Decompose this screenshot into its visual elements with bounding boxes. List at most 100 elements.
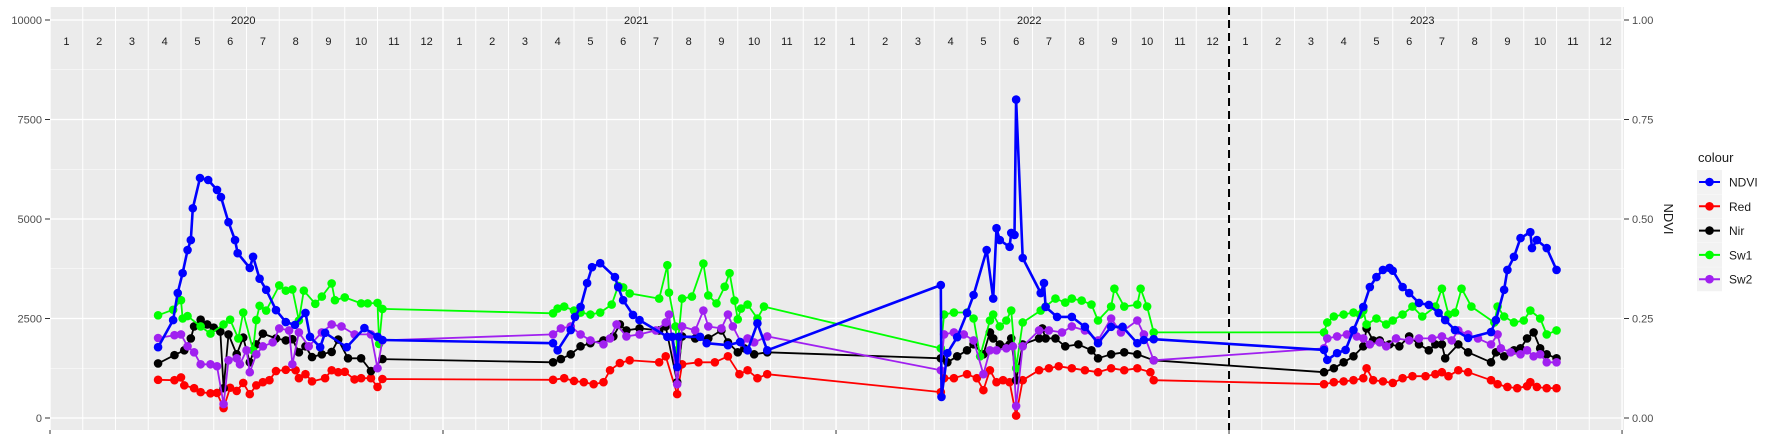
data-point-sw2	[245, 367, 255, 377]
data-point-sw2	[703, 322, 713, 331]
data-point-ndvi	[628, 310, 638, 320]
year-label: 2022	[1017, 15, 1041, 27]
data-point-sw1	[559, 302, 569, 311]
data-point-ndvi	[1463, 333, 1473, 343]
month-label: 10	[1141, 36, 1153, 48]
data-point-red	[1453, 365, 1463, 375]
data-point-red	[307, 377, 317, 386]
data-point-sw2	[690, 326, 700, 335]
data-point-red	[206, 389, 215, 398]
data-point-sw2	[1522, 346, 1532, 355]
data-point-ndvi	[1080, 322, 1090, 332]
data-point-sw2	[268, 338, 278, 347]
data-point-sw2	[1011, 401, 1021, 411]
data-point-sw2	[635, 330, 644, 339]
data-point-sw1	[1467, 302, 1476, 311]
data-point-ndvi	[1509, 252, 1519, 262]
data-point-sw2	[586, 336, 595, 345]
data-point-sw2	[1342, 330, 1352, 339]
data-point-nir	[216, 327, 225, 336]
data-point-sw1	[607, 300, 616, 309]
data-point-nir	[1041, 334, 1050, 343]
data-point-sw1	[654, 294, 664, 303]
data-point-red	[170, 375, 179, 385]
axes: 0 2500 5000 7500 10000 0.00 0.25 0.50 0.75 1.00	[11, 15, 1653, 434]
right-axis-title: NDVI	[1661, 203, 1676, 234]
month-label: 7	[653, 36, 659, 48]
data-point-sw1	[664, 288, 674, 297]
data-point-sw1	[712, 299, 721, 308]
data-point-sw2	[985, 346, 995, 355]
data-point-red	[212, 388, 222, 398]
data-point-ndvi	[735, 337, 745, 347]
data-point-ndvi	[1036, 288, 1046, 298]
data-point-nir	[962, 346, 972, 355]
data-point-ndvi	[1365, 282, 1375, 292]
data-point-sw1	[703, 291, 713, 300]
data-point-red	[661, 352, 671, 361]
data-point-sw1	[1106, 302, 1116, 311]
data-point-ndvi	[1010, 230, 1019, 240]
data-point-red	[1388, 378, 1398, 388]
data-point-ndvi	[255, 274, 264, 284]
data-point-red	[569, 376, 579, 386]
data-point-ndvi	[1322, 355, 1332, 365]
data-point-sw1	[1087, 300, 1096, 309]
legend-point-icon	[1705, 250, 1714, 260]
data-point-sw1	[1437, 284, 1447, 293]
data-point-ndvi	[212, 185, 222, 195]
data-point-sw1	[1552, 326, 1561, 335]
data-point-ndvi	[952, 332, 962, 342]
month-label: 9	[1504, 36, 1510, 48]
data-point-sw1	[238, 308, 248, 317]
data-point-ndvi	[1440, 315, 1450, 325]
month-label: 8	[1472, 36, 1478, 48]
data-point-nir	[566, 350, 576, 359]
data-point-nir	[1516, 344, 1525, 353]
data-point-nir	[1106, 350, 1116, 359]
data-point-ndvi	[1341, 345, 1350, 355]
data-point-red	[238, 378, 248, 388]
month-label: 2	[882, 36, 888, 48]
data-point-red	[972, 373, 982, 383]
data-point-red	[1542, 383, 1552, 393]
data-point-nir	[1542, 350, 1552, 359]
data-point-red	[378, 374, 387, 384]
data-point-sw2	[762, 332, 772, 341]
data-point-ndvi	[216, 192, 226, 202]
data-point-red	[1526, 377, 1535, 387]
data-point-nir	[281, 336, 291, 345]
legend-point-icon	[1705, 177, 1714, 187]
data-point-red	[1067, 363, 1077, 373]
data-point-ndvi	[1404, 288, 1414, 298]
data-point-nir	[988, 334, 998, 343]
month-label: 11	[1567, 36, 1578, 48]
data-point-nir	[224, 330, 233, 339]
data-point-red	[979, 385, 988, 395]
month-label: 12	[1600, 36, 1612, 48]
data-point-ndvi	[1133, 338, 1142, 348]
month-label: 8	[686, 36, 692, 48]
data-point-ndvi	[635, 315, 644, 325]
data-point-red	[1378, 377, 1388, 386]
y-tick-label: 5000	[18, 214, 42, 226]
data-point-red	[1349, 375, 1358, 385]
data-point-red	[1034, 365, 1044, 375]
data-point-ndvi	[1372, 272, 1381, 282]
data-point-sw2	[1106, 314, 1116, 323]
data-point-red	[252, 381, 261, 390]
data-point-red	[1339, 377, 1348, 386]
data-point-red	[589, 379, 598, 389]
data-point-sw1	[1018, 318, 1027, 327]
data-point-ndvi	[1450, 325, 1460, 335]
data-point-nir	[556, 354, 566, 364]
month-label: 6	[620, 36, 626, 48]
data-point-red	[333, 367, 343, 377]
data-point-nir	[1395, 342, 1404, 351]
data-point-sw2	[1506, 348, 1515, 357]
data-point-ndvi	[320, 328, 330, 338]
series-ndvi	[153, 95, 1561, 402]
data-point-ndvi	[936, 280, 946, 290]
data-point-sw1	[196, 322, 205, 331]
data-point-sw1	[1457, 284, 1466, 293]
